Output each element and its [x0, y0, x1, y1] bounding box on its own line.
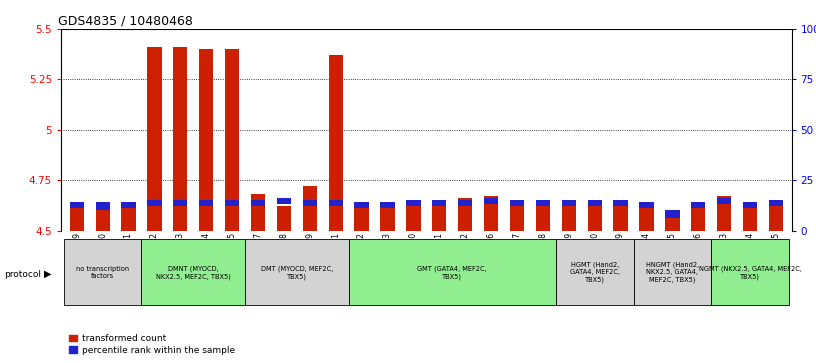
Bar — [406, 200, 420, 206]
Bar — [251, 194, 265, 231]
Bar — [717, 198, 731, 204]
Bar — [122, 202, 135, 208]
Text: GDS4835 / 10480468: GDS4835 / 10480468 — [58, 15, 193, 28]
Bar — [380, 202, 395, 208]
Bar — [510, 202, 524, 231]
Bar — [354, 208, 369, 231]
Text: DMNT (MYOCD,
NKX2.5, MEF2C, TBX5): DMNT (MYOCD, NKX2.5, MEF2C, TBX5) — [156, 265, 231, 280]
Bar — [484, 198, 499, 204]
Bar — [458, 200, 472, 206]
Bar — [122, 208, 135, 231]
Bar — [251, 200, 265, 206]
Bar — [69, 208, 84, 231]
Text: protocol: protocol — [4, 270, 41, 278]
Text: ▶: ▶ — [43, 269, 51, 279]
Bar — [173, 47, 188, 231]
Bar — [691, 208, 705, 231]
Bar — [354, 202, 369, 208]
Bar — [69, 202, 84, 208]
Bar — [303, 186, 317, 231]
Bar — [561, 202, 576, 231]
Bar — [64, 239, 141, 305]
Bar — [640, 208, 654, 231]
Bar — [95, 202, 110, 211]
Bar — [640, 202, 654, 208]
Bar — [199, 49, 213, 231]
Bar — [743, 208, 757, 231]
Bar — [406, 202, 420, 231]
Bar — [510, 200, 524, 206]
Bar — [665, 211, 680, 219]
Bar — [588, 200, 602, 206]
Bar — [432, 200, 446, 206]
Bar — [665, 219, 680, 231]
Bar — [329, 200, 343, 206]
Bar — [633, 239, 712, 305]
Bar — [199, 200, 213, 206]
Bar — [561, 200, 576, 206]
Bar — [614, 202, 628, 231]
Bar — [458, 198, 472, 231]
Bar — [588, 202, 602, 231]
Bar — [769, 200, 783, 206]
Bar — [743, 202, 757, 208]
Text: HGMT (Hand2,
GATA4, MEF2C,
TBX5): HGMT (Hand2, GATA4, MEF2C, TBX5) — [570, 261, 619, 283]
Bar — [614, 200, 628, 206]
Bar — [277, 198, 291, 204]
Text: NGMT (NKX2.5, GATA4, MEF2C,
TBX5): NGMT (NKX2.5, GATA4, MEF2C, TBX5) — [698, 265, 801, 280]
Bar — [536, 202, 550, 231]
Legend: transformed count, percentile rank within the sample: transformed count, percentile rank withi… — [66, 331, 239, 359]
Bar — [225, 49, 239, 231]
Bar — [148, 47, 162, 231]
Bar — [691, 202, 705, 208]
Text: GMT (GATA4, MEF2C,
TBX5): GMT (GATA4, MEF2C, TBX5) — [418, 265, 487, 280]
Bar — [556, 239, 633, 305]
Bar — [303, 200, 317, 206]
Text: DMT (MYOCD, MEF2C,
TBX5): DMT (MYOCD, MEF2C, TBX5) — [261, 265, 333, 280]
Bar — [380, 208, 395, 231]
Bar — [148, 200, 162, 206]
Bar — [277, 206, 291, 231]
Bar — [348, 239, 556, 305]
Bar — [225, 200, 239, 206]
Bar — [712, 239, 789, 305]
Bar — [141, 239, 245, 305]
Bar — [95, 211, 110, 231]
Bar — [173, 200, 188, 206]
Bar — [536, 200, 550, 206]
Bar — [769, 202, 783, 231]
Bar — [484, 196, 499, 231]
Text: HNGMT (Hand2,
NKX2.5, GATA4,
MEF2C, TBX5): HNGMT (Hand2, NKX2.5, GATA4, MEF2C, TBX5… — [645, 261, 699, 283]
Bar — [717, 196, 731, 231]
Text: no transcription
factors: no transcription factors — [76, 265, 129, 279]
Bar — [432, 202, 446, 231]
Bar — [329, 55, 343, 231]
Bar — [245, 239, 348, 305]
